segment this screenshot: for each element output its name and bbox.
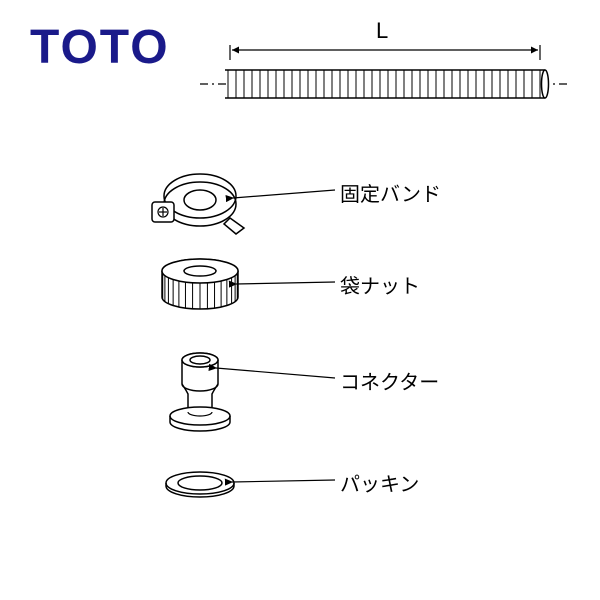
label-clamp: 固定バンド xyxy=(340,178,441,207)
parts-diagram xyxy=(0,0,600,600)
label-cap-nut: 袋ナット xyxy=(340,270,420,299)
packing-ring xyxy=(166,472,234,497)
label-connector: コネクター xyxy=(340,366,439,395)
leader-lines xyxy=(216,190,335,482)
dimension-label: L xyxy=(376,18,388,44)
hose xyxy=(200,70,570,98)
clamp-band xyxy=(152,174,244,234)
connector xyxy=(170,353,230,431)
label-packing: パッキン xyxy=(340,468,419,497)
cap-nut xyxy=(162,259,238,309)
dimension-line xyxy=(230,45,540,60)
